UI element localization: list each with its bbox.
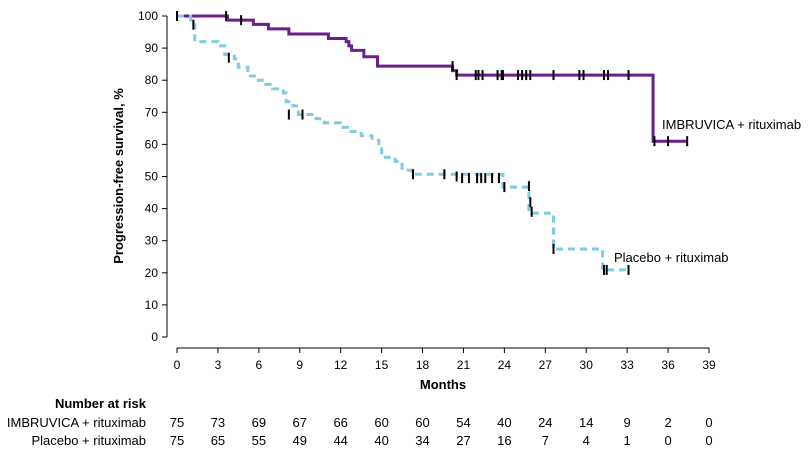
x-axis-label: Months <box>420 377 466 392</box>
risk-value-ibrutinib: 75 <box>170 415 184 430</box>
risk-value-ibrutinib: 2 <box>664 415 671 430</box>
risk-value-ibrutinib: 66 <box>333 415 347 430</box>
x-tick-label: 21 <box>457 358 471 372</box>
risk-value-ibrutinib: 14 <box>579 415 593 430</box>
risk-value-ibrutinib: 67 <box>293 415 307 430</box>
y-tick-label: 40 <box>145 202 159 216</box>
risk-value-placebo: 55 <box>252 433 266 448</box>
risk-row-label-ibrutinib: IMBRUVICA + rituximab <box>7 415 146 430</box>
annotation-ibrutinib: IMBRUVICA + rituximab <box>662 117 801 132</box>
risk-value-placebo: 75 <box>170 433 184 448</box>
x-tick-label: 3 <box>215 358 222 372</box>
risk-value-ibrutinib: 24 <box>538 415 552 430</box>
risk-table-title: Number at risk <box>55 396 147 411</box>
y-tick-label: 30 <box>145 234 159 248</box>
risk-value-ibrutinib: 54 <box>456 415 470 430</box>
y-tick-label: 20 <box>145 266 159 280</box>
risk-value-placebo: 34 <box>415 433 429 448</box>
annotation-placebo: Placebo + rituximab <box>614 250 729 265</box>
x-tick-label: 33 <box>620 358 634 372</box>
x-tick-label: 39 <box>702 358 716 372</box>
risk-value-ibrutinib: 60 <box>415 415 429 430</box>
risk-value-ibrutinib: 9 <box>624 415 631 430</box>
risk-value-ibrutinib: 73 <box>211 415 225 430</box>
x-tick-label: 9 <box>296 358 303 372</box>
y-tick-label: 80 <box>145 73 159 87</box>
ibrutinib-survival-curve <box>177 14 688 143</box>
x-tick-label: 12 <box>334 358 348 372</box>
x-tick-label: 15 <box>375 358 389 372</box>
risk-value-placebo: 7 <box>542 433 549 448</box>
x-tick-label: 24 <box>498 358 512 372</box>
risk-value-placebo: 44 <box>333 433 347 448</box>
risk-value-placebo: 4 <box>583 433 590 448</box>
risk-value-placebo: 27 <box>456 433 470 448</box>
x-tick-label: 30 <box>580 358 594 372</box>
y-tick-label: 100 <box>138 9 158 23</box>
x-tick-label: 27 <box>539 358 553 372</box>
y-tick-label: 70 <box>145 105 159 119</box>
plot-area <box>176 11 689 275</box>
risk-row-label-placebo: Placebo + rituximab <box>31 433 146 448</box>
y-tick-label: 90 <box>145 41 159 55</box>
x-tick-label: 36 <box>661 358 675 372</box>
x-tick-label: 0 <box>174 358 181 372</box>
risk-value-placebo: 65 <box>211 433 225 448</box>
y-tick-label: 50 <box>145 170 159 184</box>
risk-value-ibrutinib: 0 <box>705 415 712 430</box>
y-axis-label: Progression-free survival, % <box>111 88 126 264</box>
risk-value-placebo: 1 <box>624 433 631 448</box>
risk-value-placebo: 49 <box>293 433 307 448</box>
risk-value-placebo: 0 <box>664 433 671 448</box>
x-tick-label: 18 <box>416 358 430 372</box>
y-tick-label: 10 <box>145 298 159 312</box>
risk-value-placebo: 16 <box>497 433 511 448</box>
placebo-survival-curve <box>177 14 629 272</box>
y-tick-label: 0 <box>151 330 158 344</box>
y-tick-label: 60 <box>145 137 159 151</box>
x-tick-label: 6 <box>256 358 263 372</box>
risk-value-ibrutinib: 60 <box>374 415 388 430</box>
risk-value-ibrutinib: 69 <box>252 415 266 430</box>
risk-table: 75 73 69 67 66 60 60 54 40 24 14 9 2 075 65 55 49 44 40 34 2… <box>170 415 713 448</box>
risk-value-ibrutinib: 40 <box>497 415 511 430</box>
risk-value-placebo: 0 <box>705 433 712 448</box>
risk-value-placebo: 40 <box>374 433 388 448</box>
